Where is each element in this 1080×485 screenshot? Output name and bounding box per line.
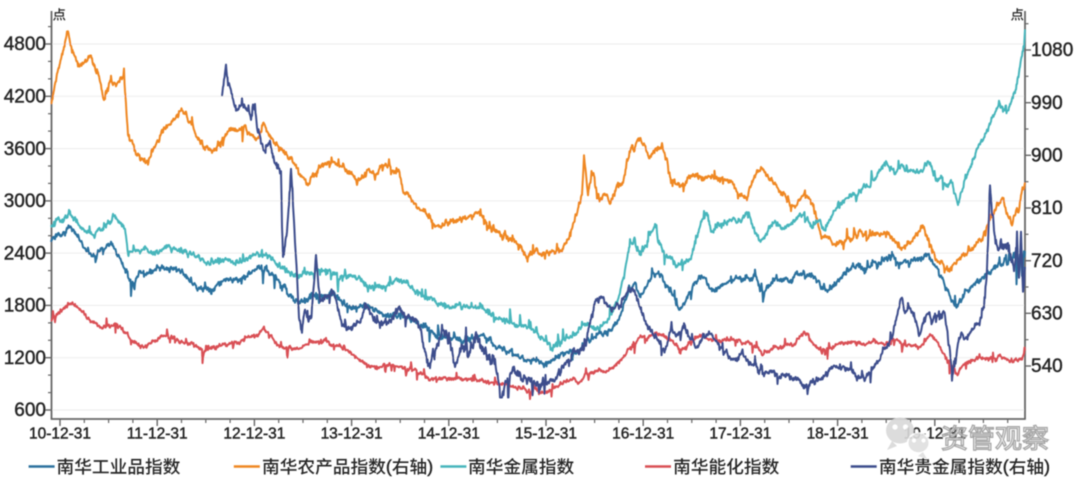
svg-text:17-12-31: 17-12-31 (709, 426, 771, 443)
svg-text:13-12-31: 13-12-31 (321, 426, 383, 443)
svg-text:600: 600 (14, 400, 46, 421)
svg-text:3600: 3600 (4, 139, 46, 160)
svg-text:720: 720 (1031, 251, 1063, 272)
svg-text:(: ( (1003, 457, 1009, 477)
svg-text:(: ( (386, 457, 392, 477)
svg-text:4800: 4800 (4, 34, 46, 55)
svg-text:540: 540 (1031, 356, 1063, 377)
svg-text:18-12-31: 18-12-31 (807, 426, 869, 443)
svg-text:3000: 3000 (4, 191, 46, 212)
svg-text:810: 810 (1031, 198, 1063, 219)
svg-text:16-12-31: 16-12-31 (612, 426, 674, 443)
svg-text:14-12-31: 14-12-31 (418, 426, 480, 443)
svg-text:10-12-31: 10-12-31 (29, 426, 91, 443)
svg-text:15-12-31: 15-12-31 (515, 426, 577, 443)
svg-text:630: 630 (1031, 304, 1063, 325)
svg-text:1200: 1200 (4, 348, 46, 369)
svg-text:1800: 1800 (4, 296, 46, 317)
svg-text:2400: 2400 (4, 243, 46, 264)
svg-text:990: 990 (1031, 93, 1063, 114)
svg-text:11-12-31: 11-12-31 (127, 426, 188, 443)
svg-text:12-12-31: 12-12-31 (223, 426, 285, 443)
svg-text:): ) (1044, 457, 1050, 477)
svg-text:1080: 1080 (1031, 40, 1073, 61)
svg-text:): ) (427, 457, 433, 477)
svg-text:4200: 4200 (4, 87, 46, 108)
svg-text:900: 900 (1031, 146, 1063, 167)
